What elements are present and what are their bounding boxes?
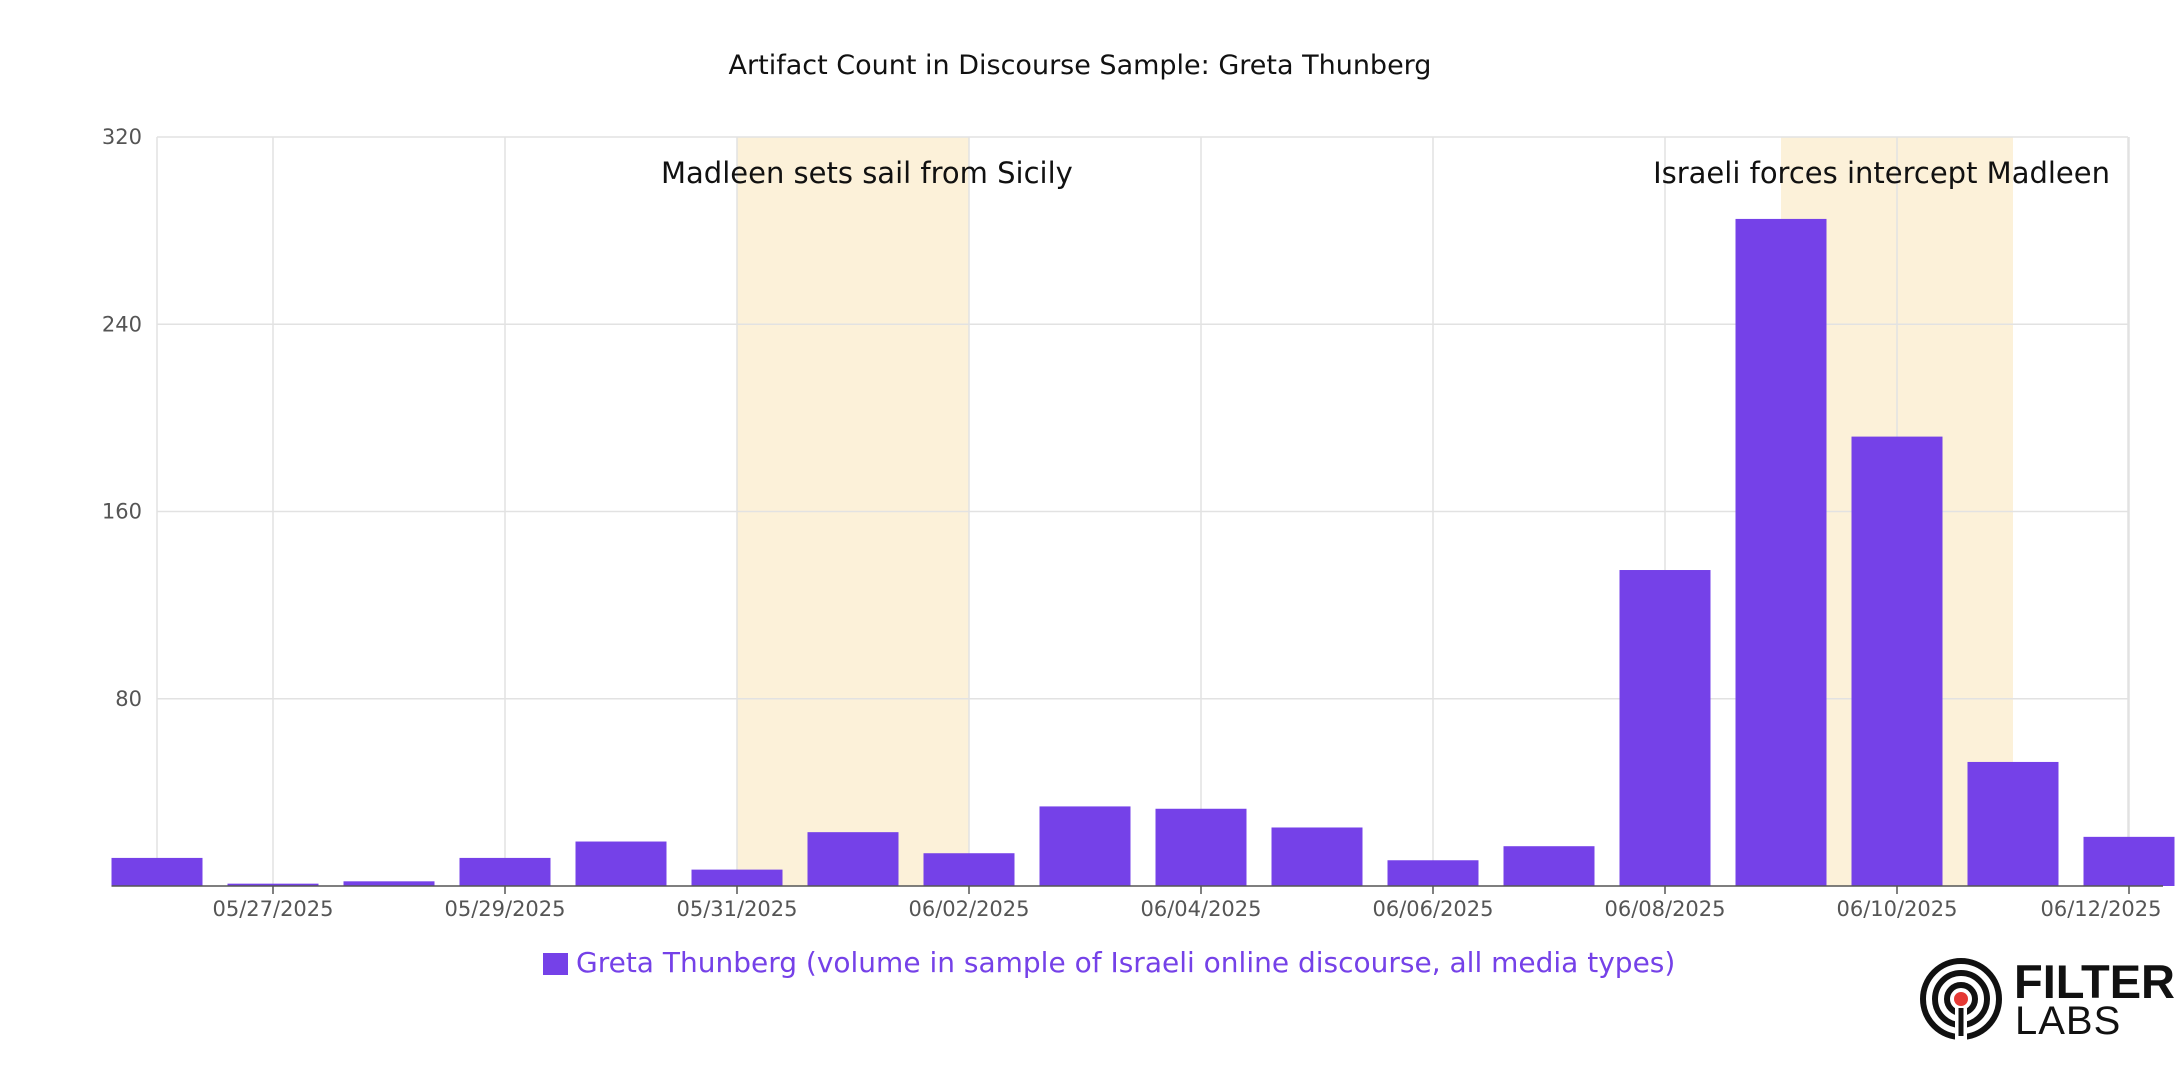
x-tick-label: 05/29/2025: [444, 897, 565, 921]
bar-06/09/2025[interactable]: [1735, 218, 1827, 886]
bar-05/30/2025[interactable]: [575, 841, 667, 886]
bar-06/02/2025[interactable]: [923, 853, 1015, 886]
bar-06/08/2025[interactable]: [1619, 570, 1711, 886]
filter-labs-logo: FILTER LABS: [1920, 955, 2175, 1043]
logo-word-filter: FILTER: [2014, 955, 2175, 1008]
legend[interactable]: Greta Thunberg (volume in sample of Isra…: [543, 946, 1675, 979]
bar-05/26/2025[interactable]: [111, 857, 203, 886]
annotation-label-1: Madleen sets sail from Sicily: [661, 156, 1073, 190]
annotations: Madleen sets sail from Sicily Israeli for…: [661, 156, 2110, 190]
bar-06/12/2025[interactable]: [2083, 836, 2175, 886]
legend-item[interactable]: Greta Thunberg (volume in sample of Isra…: [543, 946, 1675, 979]
legend-label: Greta Thunberg (volume in sample of Isra…: [576, 946, 1675, 979]
bar-06/05/2025[interactable]: [1271, 827, 1363, 886]
bar-05/29/2025[interactable]: [459, 857, 551, 886]
chart-title: Artifact Count in Discourse Sample: Gret…: [729, 50, 1432, 81]
bar-06/07/2025[interactable]: [1503, 846, 1595, 886]
logo-word-labs: LABS: [2015, 999, 2121, 1043]
x-tick-label: 06/02/2025: [908, 897, 1029, 921]
x-tick-label: 05/27/2025: [212, 897, 333, 921]
bar-06/10/2025[interactable]: [1851, 436, 1943, 886]
bar-06/04/2025[interactable]: [1155, 808, 1247, 886]
annotation-label-2: Israeli forces intercept Madleen: [1653, 156, 2110, 190]
bars: [111, 218, 2175, 886]
x-tick-label: 06/12/2025: [2040, 897, 2161, 921]
bar-06/06/2025[interactable]: [1387, 860, 1479, 886]
y-tick-label: 160: [102, 500, 142, 524]
y-tick-label: 320: [102, 125, 142, 149]
x-tick-label: 06/06/2025: [1372, 897, 1493, 921]
bar-05/31/2025[interactable]: [691, 869, 783, 886]
y-tick-label: 80: [115, 687, 142, 711]
bar-06/11/2025[interactable]: [1967, 761, 2059, 886]
bar-05/27/2025[interactable]: [227, 883, 319, 886]
axes: 80 160 240 320 05/27/2025 05/29/2025 05/31/202…: [102, 125, 2163, 921]
x-tick-label: 06/08/2025: [1604, 897, 1725, 921]
x-tick-label: 06/10/2025: [1836, 897, 1957, 921]
x-tick-label: 06/04/2025: [1140, 897, 1261, 921]
bar-06/03/2025[interactable]: [1039, 806, 1131, 886]
x-tick-label: 05/31/2025: [676, 897, 797, 921]
target-icon: [1920, 958, 2002, 1040]
y-tick-label: 240: [102, 312, 142, 336]
bar-06/01/2025[interactable]: [807, 832, 899, 886]
bar-05/28/2025[interactable]: [343, 881, 435, 886]
legend-swatch: [543, 953, 568, 975]
